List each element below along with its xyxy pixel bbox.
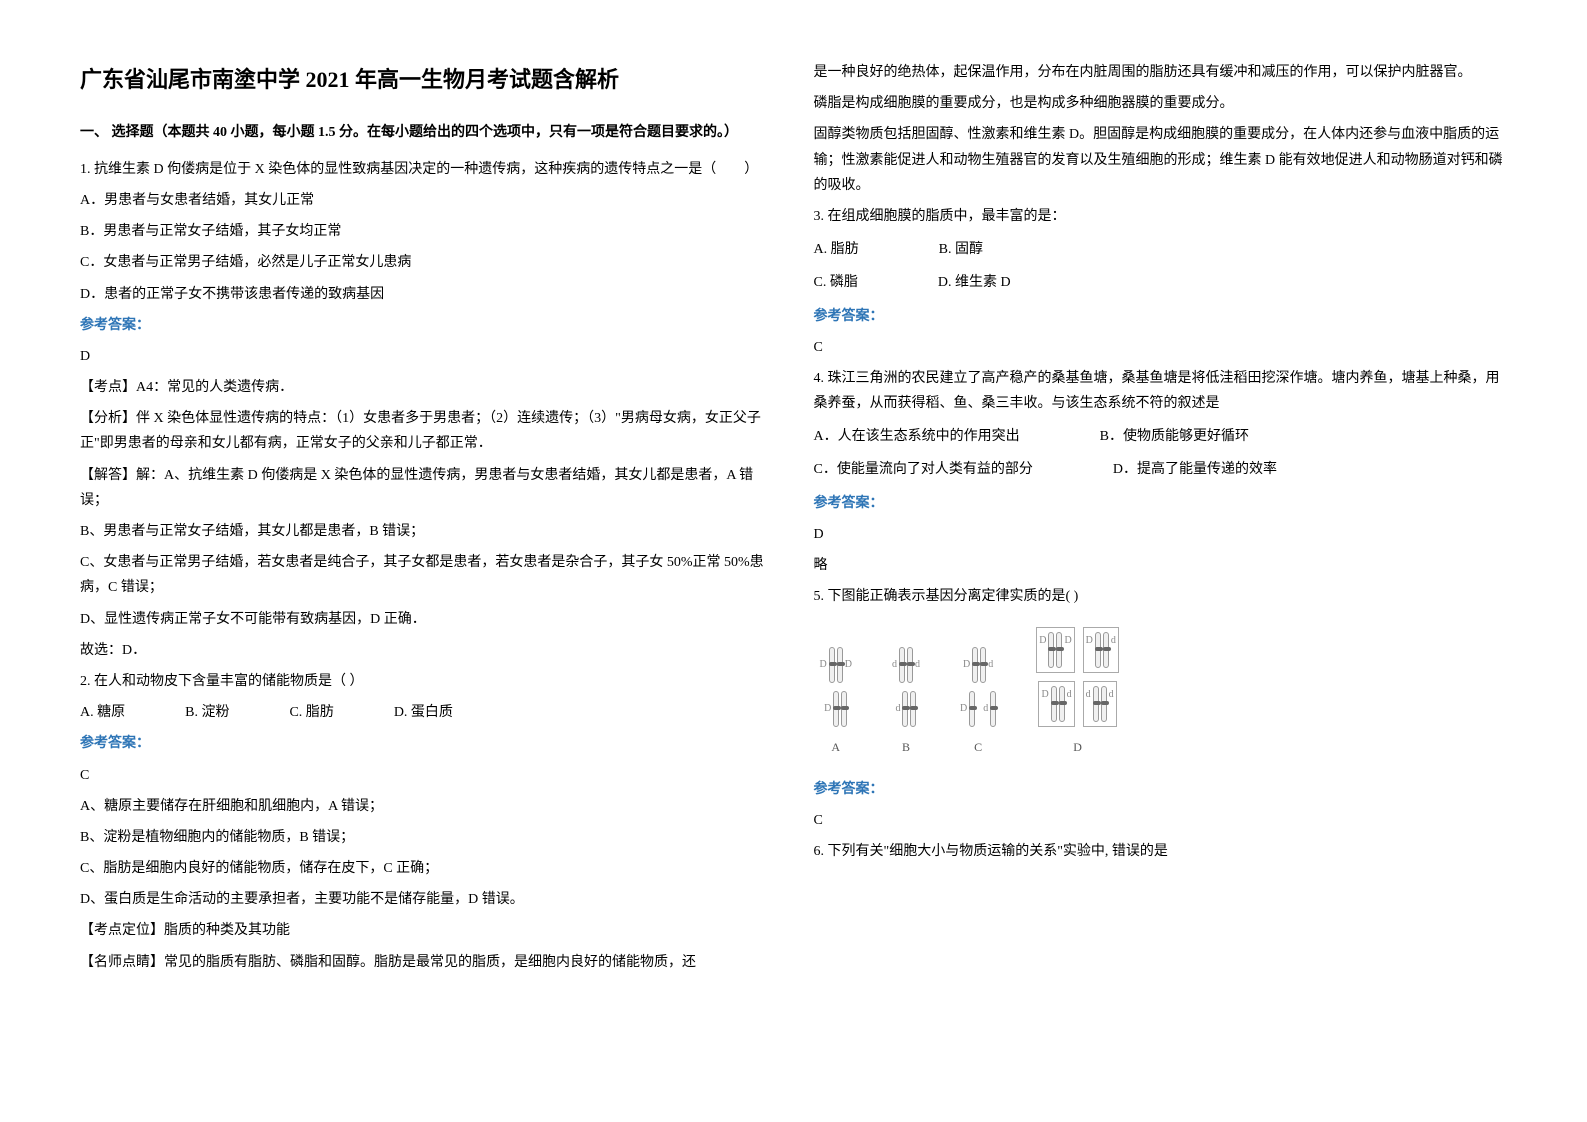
q4-lue: 略: [814, 553, 1508, 578]
q1-option-d: D．患者的正常子女不携带该患者传递的致病基因: [80, 282, 774, 307]
q2-stem: 2. 在人和动物皮下含量丰富的储能物质是（ ）: [80, 669, 774, 694]
q3-option-b: B. 固醇: [939, 237, 983, 262]
q4-option-b: B．使物质能够更好循环: [1100, 424, 1249, 449]
q1-jieda5: 故选：D．: [80, 638, 774, 663]
q1-jieda3: C、女患者与正常男子结婚，若女患者是纯合子，其子女都是患者，若女患者是杂合子，其…: [80, 550, 774, 600]
q4-options-row1: A．人在该生态系统中的作用突出 B．使物质能够更好循环: [814, 424, 1508, 449]
q4-option-d: D．提高了能量传递的效率: [1113, 457, 1277, 482]
q2-answer-label: 参考答案：: [80, 731, 774, 756]
q3-option-a: A. 脂肪: [814, 237, 859, 262]
q1-jieda4: D、显性遗传病正常子女不可能带有致病基因，D 正确．: [80, 607, 774, 632]
q1-jieda1: 【解答】解：A、抗维生素 D 佝偻病是 X 染色体的显性遗传病，男患者与女患者结…: [80, 463, 774, 513]
diagram-d: D D D d D d: [1036, 627, 1119, 759]
col2-p1: 是一种良好的绝热体，起保温作用，分布在内脏周围的脂肪还具有缓冲和减压的作用，可以…: [814, 60, 1508, 85]
q5-answer: C: [814, 808, 1508, 833]
q3-option-d: D. 维生素 D: [938, 270, 1011, 295]
q4-option-a: A．人在该生态系统中的作用突出: [814, 424, 1020, 449]
q4-options-row2: C．使能量流向了对人类有益的部分 D．提高了能量传递的效率: [814, 457, 1508, 482]
q1-fenxi: 【分析】伴 X 染色体显性遗传病的特点：（1）女患者多于男患者；（2）连续遗传；…: [80, 406, 774, 456]
q3-stem: 3. 在组成细胞膜的脂质中，最丰富的是：: [814, 204, 1508, 229]
diagram-a: D D D A: [820, 647, 852, 759]
q5-stem: 5. 下图能正确表示基因分离定律实质的是( ): [814, 584, 1508, 609]
q1-jieda2: B、男患者与正常女子结婚，其女儿都是患者，B 错误；: [80, 519, 774, 544]
q3-answer: C: [814, 335, 1508, 360]
col2-p2: 磷脂是构成细胞膜的重要成分，也是构成多种细胞器膜的重要成分。: [814, 91, 1508, 116]
q4-answer-label: 参考答案：: [814, 491, 1508, 516]
q1-answer: D: [80, 344, 774, 369]
q2-option-c: C. 脂肪: [289, 700, 333, 725]
q1-option-a: A．男患者与女患者结婚，其女儿正常: [80, 188, 774, 213]
q4-stem: 4. 珠江三角洲的农民建立了高产稳产的桑基鱼塘，桑基鱼塘是将低洼稻田挖深作塘。塘…: [814, 366, 1508, 416]
q2-option-d: D. 蛋白质: [394, 700, 453, 725]
q4-answer: D: [814, 522, 1508, 547]
page-title: 广东省汕尾市南塗中学 2021 年高一生物月考试题含解析: [80, 60, 774, 100]
q1-kaodian: 【考点】A4：常见的人类遗传病．: [80, 375, 774, 400]
diagram-b: d d d B: [892, 647, 920, 759]
q1-option-b: B．男患者与正常女子结婚，其子女均正常: [80, 219, 774, 244]
q3-options-row2: C. 磷脂 D. 维生素 D: [814, 270, 1508, 295]
q1-answer-label: 参考答案：: [80, 313, 774, 338]
q2-exp-d: D、蛋白质是生命活动的主要承担者，主要功能不是储存能量，D 错误。: [80, 887, 774, 912]
q2-exp-b: B、淀粉是植物细胞内的储能物质，B 错误；: [80, 825, 774, 850]
section-heading: 一、 选择题（本题共 40 小题，每小题 1.5 分。在每小题给出的四个选项中，…: [80, 120, 774, 145]
q2-option-a: A. 糖原: [80, 700, 125, 725]
q4-option-c: C．使能量流向了对人类有益的部分: [814, 457, 1033, 482]
q2-kaodian: 【考点定位】脂质的种类及其功能: [80, 918, 774, 943]
q3-option-c: C. 磷脂: [814, 270, 858, 295]
q5-figure: D D D A d d: [814, 621, 1508, 765]
q2-exp-a: A、糖原主要储存在肝细胞和肌细胞内，A 错误；: [80, 794, 774, 819]
col2-p3: 固醇类物质包括胆固醇、性激素和维生素 D。胆固醇是构成细胞膜的重要成分，在人体内…: [814, 122, 1508, 198]
q6-stem: 6. 下列有关"细胞大小与物质运输的关系"实验中, 错误的是: [814, 839, 1508, 864]
q3-answer-label: 参考答案：: [814, 304, 1508, 329]
q2-mingshi: 【名师点睛】常见的脂质有脂肪、磷脂和固醇。脂肪是最常见的脂质，是细胞内良好的储能…: [80, 950, 774, 975]
diagram-c: D d D d C: [960, 647, 996, 759]
q5-answer-label: 参考答案：: [814, 777, 1508, 802]
q2-options: A. 糖原 B. 淀粉 C. 脂肪 D. 蛋白质: [80, 700, 774, 725]
q2-exp-c: C、脂肪是细胞内良好的储能物质，储存在皮下，C 正确；: [80, 856, 774, 881]
q3-options-row1: A. 脂肪 B. 固醇: [814, 237, 1508, 262]
q2-answer: C: [80, 763, 774, 788]
right-column: 是一种良好的绝热体，起保温作用，分布在内脏周围的脂肪还具有缓冲和减压的作用，可以…: [814, 60, 1508, 1062]
left-column: 广东省汕尾市南塗中学 2021 年高一生物月考试题含解析 一、 选择题（本题共 …: [80, 60, 774, 1062]
q1-stem: 1. 抗维生素 D 佝偻病是位于 X 染色体的显性致病基因决定的一种遗传病，这种…: [80, 157, 774, 182]
q1-option-c: C．女患者与正常男子结婚，必然是儿子正常女儿患病: [80, 250, 774, 275]
q2-option-b: B. 淀粉: [185, 700, 229, 725]
